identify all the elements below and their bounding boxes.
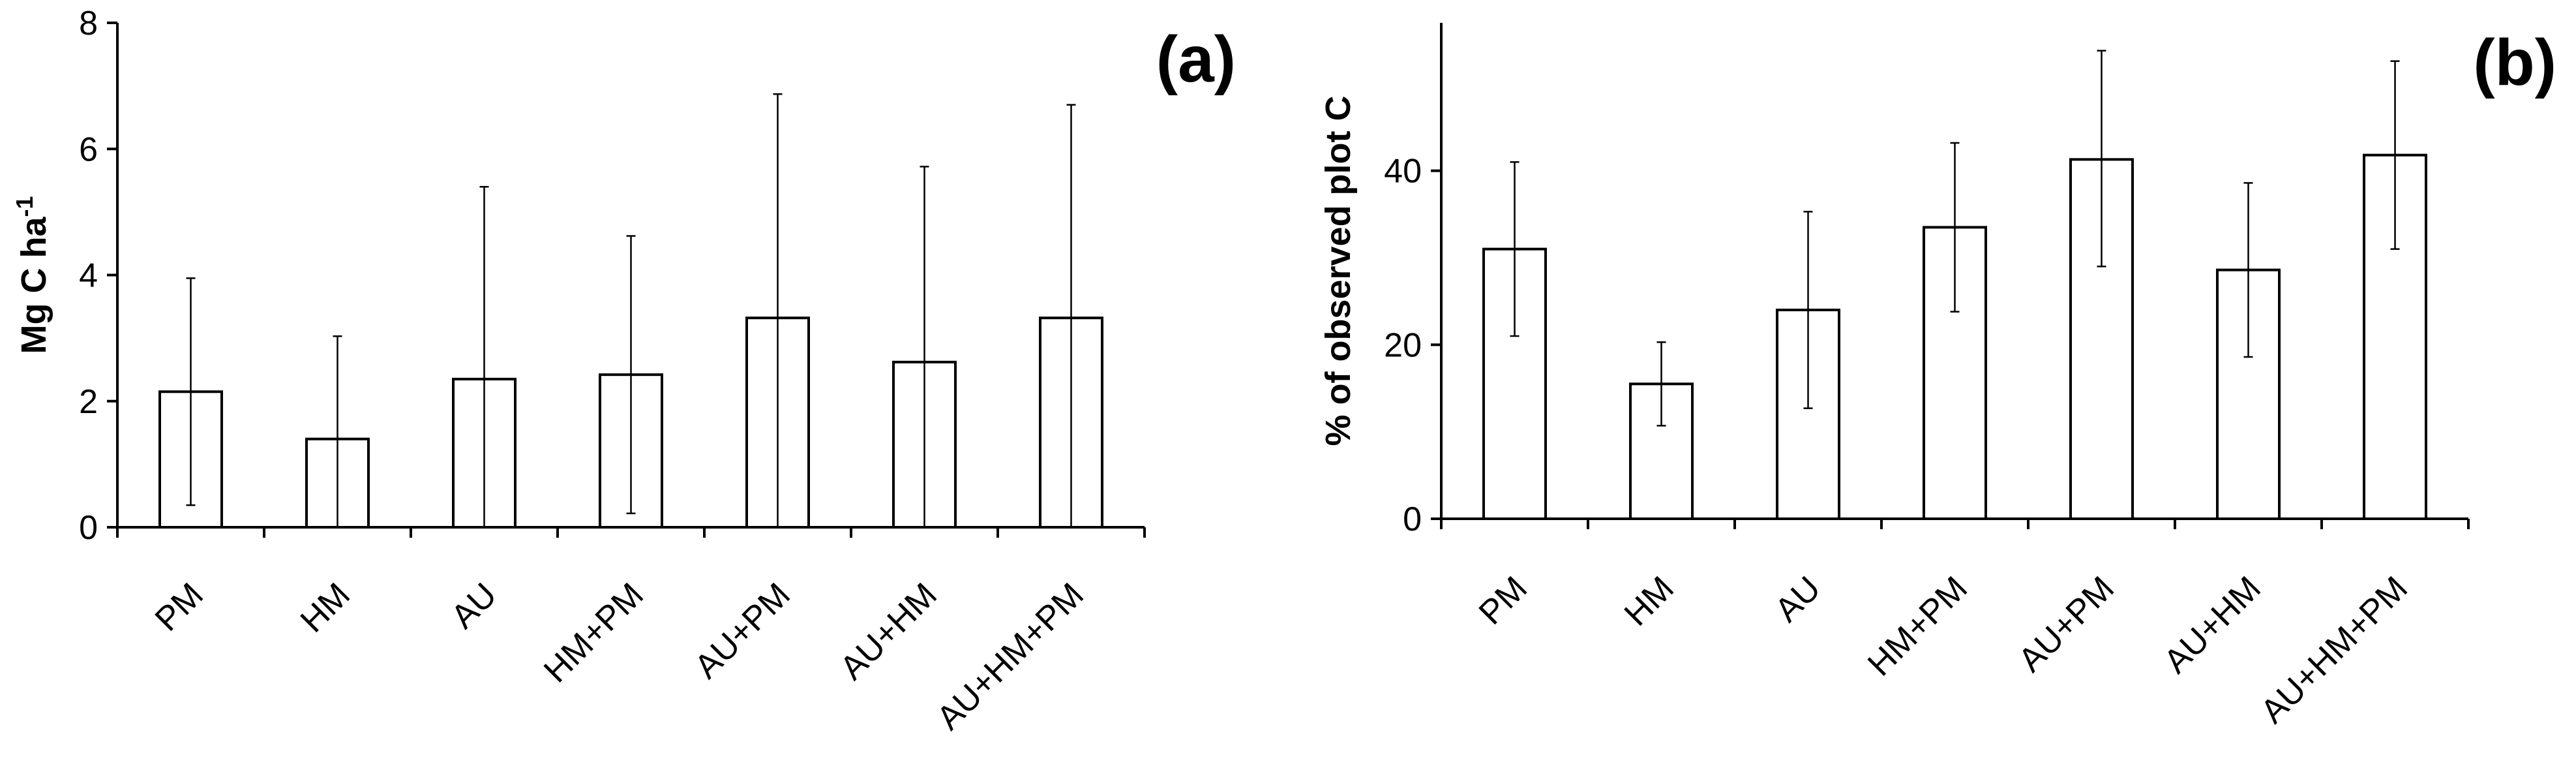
y-tick-label: 20 — [1384, 326, 1422, 364]
y-tick-label: 8 — [79, 5, 98, 42]
x-tick-label: PM — [1472, 569, 1535, 632]
x-tick-label: HM+PM — [1861, 569, 1975, 683]
panel-label: (a) — [1156, 23, 1236, 96]
y-axis-title: % of observed plot C — [1319, 95, 1358, 446]
y-tick-label: 6 — [79, 131, 98, 168]
x-tick-label: AU+HM+PM — [930, 576, 1091, 737]
x-tick-label: PM — [148, 576, 211, 638]
x-tick-label: AU+HM — [833, 576, 944, 687]
x-tick-label: HM+PM — [537, 576, 651, 690]
x-tick-label: AU — [444, 576, 504, 636]
y-axis-title-main: % of observed plot C — [1319, 95, 1358, 446]
x-tick-label: AU+PM — [2011, 569, 2121, 679]
y-axis-title: Mg C ha-1 — [11, 196, 54, 354]
panel-label: (b) — [2473, 26, 2556, 99]
x-tick-label: AU+HM+PM — [2254, 569, 2415, 730]
x-tick-label: HM — [1617, 569, 1681, 633]
y-axis-title-superscript: -1 — [11, 196, 38, 217]
y-tick-label: 40 — [1384, 153, 1422, 191]
y-tick-label: 2 — [79, 383, 98, 421]
y-tick-label: 0 — [79, 509, 98, 547]
x-tick-label: AU+PM — [687, 576, 798, 686]
y-tick-label: 0 — [1403, 501, 1422, 538]
x-tick-label: HM — [293, 576, 357, 639]
x-tick-label: AU — [1768, 569, 1828, 629]
y-tick-label: 4 — [79, 257, 98, 295]
x-tick-label: AU+HM — [2157, 569, 2268, 681]
y-axis-title-main: Mg C ha — [14, 217, 53, 354]
